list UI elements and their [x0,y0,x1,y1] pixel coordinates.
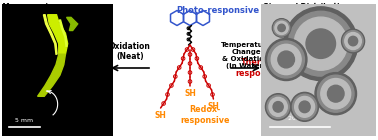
Polygon shape [59,20,67,46]
Ellipse shape [265,38,307,80]
Ellipse shape [273,20,290,36]
Text: SH: SH [155,111,167,120]
Ellipse shape [318,75,354,112]
Ellipse shape [278,24,285,32]
Text: Redox-
responsive: Redox- responsive [180,105,229,125]
Ellipse shape [288,11,353,76]
Ellipse shape [327,85,344,102]
Ellipse shape [273,102,283,112]
Ellipse shape [343,31,363,52]
Ellipse shape [321,79,351,109]
Text: SH: SH [208,102,219,111]
Ellipse shape [294,17,347,70]
Ellipse shape [268,41,304,78]
Polygon shape [43,15,57,54]
Ellipse shape [284,7,358,80]
Ellipse shape [271,44,301,75]
Ellipse shape [349,36,358,46]
Ellipse shape [275,21,288,35]
Ellipse shape [295,96,314,117]
Ellipse shape [269,97,287,116]
Ellipse shape [345,32,361,50]
Text: Macroscopic
Bending Motion: Macroscopic Bending Motion [2,3,67,16]
Text: Thermo-
responsive: Thermo- responsive [235,58,285,78]
Text: SH: SH [184,89,196,98]
Ellipse shape [341,29,364,53]
Ellipse shape [315,73,356,115]
Ellipse shape [267,95,289,118]
Ellipse shape [291,92,318,121]
Polygon shape [37,54,65,96]
Ellipse shape [299,101,310,113]
Polygon shape [48,15,68,54]
Text: Photo-responsive: Photo-responsive [177,6,260,15]
Polygon shape [67,17,78,31]
Ellipse shape [293,94,317,120]
Text: Oxidation
(Neat): Oxidation (Neat) [109,42,151,61]
Text: Temperature
Change
& Oxidation
(in Water): Temperature Change & Oxidation (in Water… [220,42,271,69]
Ellipse shape [306,29,336,58]
Ellipse shape [272,19,291,37]
Ellipse shape [278,51,294,68]
Text: 5 mm: 5 mm [15,118,33,123]
Text: 200 nm: 200 nm [288,116,312,121]
Text: Size and Distribution
Control of Self-assembly: Size and Distribution Control of Self-as… [263,3,363,16]
Ellipse shape [265,94,291,120]
